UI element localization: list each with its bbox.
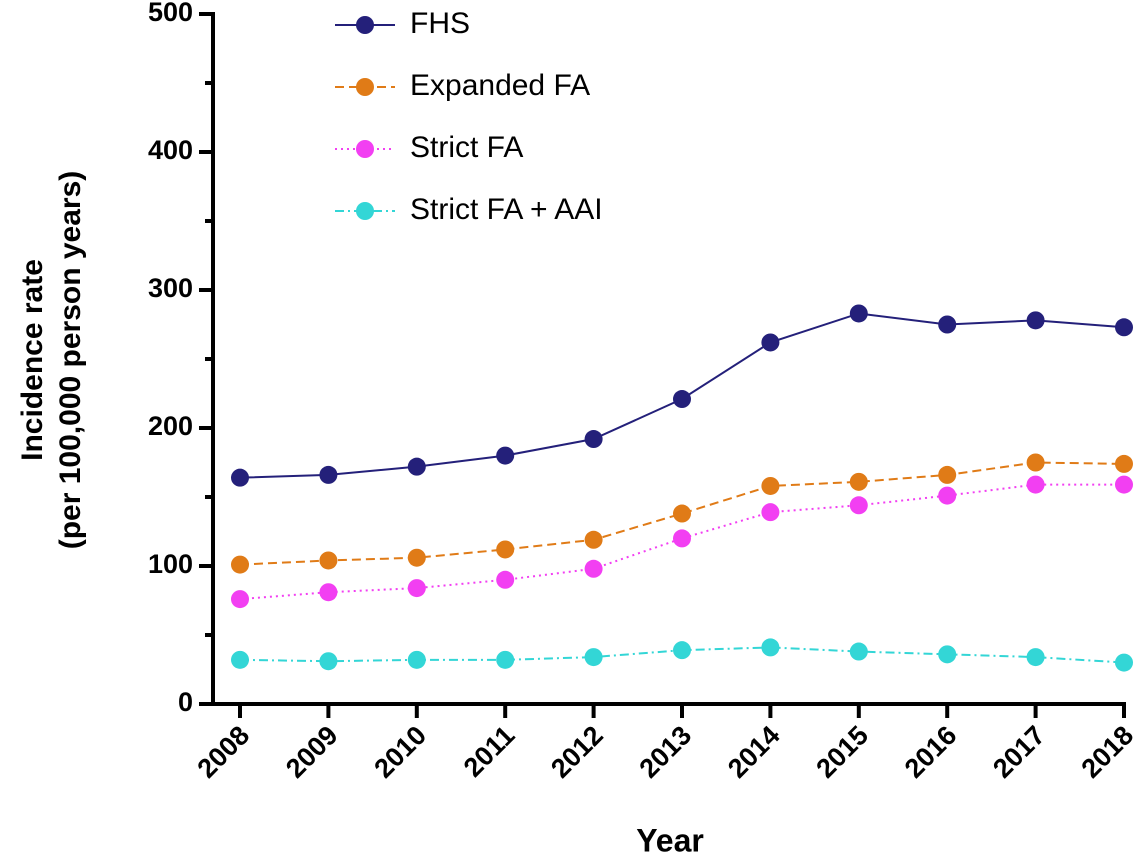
data-point — [673, 529, 691, 548]
x-axis-title: Year — [636, 822, 704, 858]
data-point — [319, 583, 338, 602]
data-point — [938, 465, 957, 484]
y-axis-title-line: (per 100,000 person years) — [54, 171, 87, 550]
data-point — [496, 540, 515, 559]
data-point — [319, 465, 338, 484]
data-point — [231, 650, 249, 669]
legend-marker — [356, 78, 374, 96]
data-point — [231, 555, 249, 574]
data-point — [1026, 475, 1045, 494]
data-point — [584, 430, 603, 449]
data-point — [584, 648, 603, 667]
data-point — [673, 390, 691, 409]
y-tick-label: 400 — [148, 135, 193, 165]
data-point — [849, 472, 868, 491]
y-axis-title: Incidence rate (per 100,000 person years… — [16, 171, 87, 550]
x-tick-label: 2015 — [810, 720, 874, 784]
x-tick-label: 2008 — [192, 720, 256, 784]
data-point — [1115, 454, 1133, 473]
x-tick-label: 2018 — [1076, 720, 1136, 784]
y-axis-title-line: Incidence rate — [16, 259, 49, 461]
data-point — [407, 579, 426, 598]
data-point — [1026, 453, 1045, 472]
legend-label: FHS — [410, 7, 470, 40]
data-point — [1115, 653, 1133, 672]
data-point — [849, 496, 868, 515]
data-point — [1115, 475, 1133, 494]
legend-marker — [356, 16, 374, 34]
data-point — [407, 650, 426, 669]
data-point — [1026, 311, 1045, 330]
data-point — [231, 590, 249, 609]
x-tick-label: 2013 — [634, 720, 698, 784]
x-tick-label: 2016 — [899, 720, 963, 784]
legend-label: Expanded FA — [410, 69, 590, 102]
legend-label: Strict FA + AAI — [410, 193, 603, 226]
data-point — [319, 551, 338, 570]
data-point — [407, 548, 426, 567]
data-point — [761, 476, 780, 495]
data-point — [407, 457, 426, 476]
data-point — [584, 530, 603, 549]
data-point — [673, 504, 691, 523]
data-point — [1115, 318, 1133, 337]
data-point — [496, 446, 515, 465]
y-tick-label: 500 — [148, 0, 193, 27]
data-point — [849, 642, 868, 661]
x-tick-label: 2010 — [368, 720, 432, 784]
y-tick-label: 300 — [148, 273, 193, 303]
data-point — [938, 315, 957, 334]
data-point — [1026, 648, 1045, 667]
data-point — [496, 570, 515, 589]
data-point — [673, 641, 691, 660]
series-line — [239, 461, 1125, 566]
x-tick-label: 2012 — [545, 720, 609, 784]
x-tick-label: 2011 — [458, 720, 521, 783]
data-point — [231, 468, 249, 487]
legend-marker — [356, 202, 374, 220]
y-tick-label: 100 — [148, 549, 193, 579]
y-tick-label: 0 — [178, 687, 193, 717]
data-point — [938, 486, 957, 505]
data-point — [761, 333, 780, 352]
legend-label: Strict FA — [410, 131, 523, 164]
x-tick-label: 2014 — [722, 720, 786, 784]
data-point — [584, 559, 603, 578]
data-point — [849, 304, 868, 323]
data-point — [761, 638, 780, 657]
data-point — [938, 645, 957, 664]
data-point — [319, 652, 338, 671]
legend-marker — [356, 140, 374, 158]
data-point — [761, 503, 780, 522]
data-point — [496, 650, 515, 669]
y-tick-label: 200 — [148, 411, 193, 441]
x-tick-label: 2017 — [987, 720, 1051, 784]
x-tick-label: 2009 — [280, 720, 344, 784]
